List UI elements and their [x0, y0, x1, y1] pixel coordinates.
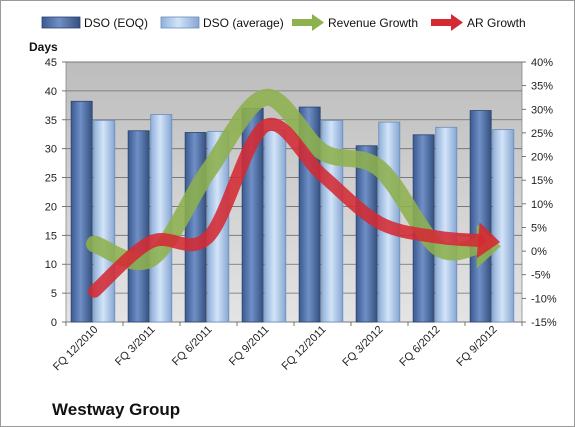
legend-label-revenue-growth: Revenue Growth — [328, 16, 418, 30]
x-tick-label: FQ 12/2010 — [51, 324, 101, 374]
right-tick-label: 5% — [531, 222, 547, 234]
left-tick-label: 40 — [45, 86, 57, 98]
line-ar-growth — [88, 117, 485, 298]
legend-label-ar-growth: AR Growth — [467, 16, 526, 30]
bars — [70, 100, 515, 323]
x-tick-label: FQ 9/2011 — [227, 324, 272, 369]
right-tick-label: 0% — [531, 246, 547, 258]
x-tick-label: FQ 9/2012 — [454, 324, 499, 369]
bar-dso-eoq — [355, 145, 378, 323]
bar-dso-eoq — [70, 100, 93, 323]
x-tick-label: FQ 3/2012 — [340, 324, 385, 369]
right-tick-label: 30% — [531, 104, 553, 116]
left-tick-label: 25 — [45, 173, 57, 185]
x-axis-ticks: FQ 12/2010 FQ 3/2011 FQ 6/2011 FQ 9/2011 FQ … — [51, 322, 523, 374]
legend-item-ar-growth: AR Growth — [431, 14, 526, 31]
y-axis-title: Days — [29, 40, 58, 54]
legend-swatch-dso-average — [160, 16, 200, 29]
bar-dso-average — [150, 114, 173, 323]
left-tick-label: 35 — [45, 115, 57, 127]
company-caption: Westway Group — [52, 400, 180, 419]
right-tick-label: 20% — [531, 152, 553, 164]
right-tick-label: 10% — [531, 199, 553, 211]
x-tick-label: FQ 6/2011 — [170, 324, 215, 369]
legend-arrow-revenue-growth — [292, 14, 324, 31]
right-tick-label: 40% — [531, 57, 553, 69]
x-tick-label: FQ 6/2012 — [397, 324, 442, 369]
right-tick-label: -10% — [531, 293, 557, 305]
bar-dso-average — [435, 126, 458, 323]
legend-item-revenue-growth: Revenue Growth — [292, 14, 418, 31]
left-tick-label: 0 — [51, 317, 57, 329]
legend-label-dso-eoq: DSO (EOQ) — [84, 16, 148, 30]
legend-item-dso-eoq: DSO (EOQ) — [41, 16, 148, 30]
right-tick-label: -15% — [531, 317, 557, 329]
bar-dso-eoq — [469, 110, 492, 323]
legend-label-dso-average: DSO (average) — [203, 16, 284, 30]
bar-dso-eoq — [184, 132, 207, 323]
growth-lines — [86, 88, 501, 298]
legend-arrow-ar-growth — [431, 14, 463, 31]
left-tick-label: 45 — [45, 57, 57, 69]
right-tick-label: 35% — [531, 81, 553, 93]
x-tick-label: FQ 3/2011 — [113, 324, 158, 369]
left-axis-ticks: 0 5 10 15 20 25 30 35 40 45 — [45, 57, 66, 329]
x-tick-label: FQ 12/2011 — [280, 324, 329, 373]
right-tick-label: -5% — [531, 270, 551, 282]
bar-dso-average — [264, 129, 287, 323]
bar-dso-eoq — [127, 130, 150, 323]
right-tick-label: 15% — [531, 175, 553, 187]
left-tick-label: 20 — [45, 201, 57, 213]
left-tick-label: 15 — [45, 230, 57, 242]
right-axis-ticks: -15% -10% -5% 0% 5% 10% 15% 20% 25% 30% 35% 40% — [522, 57, 557, 329]
left-tick-label: 30 — [45, 144, 57, 156]
legend-swatch-dso-eoq — [41, 16, 81, 29]
right-tick-label: 25% — [531, 128, 553, 140]
arrowhead-ar-growth — [476, 222, 501, 259]
bar-dso-average — [492, 129, 515, 323]
legend-item-dso-average: DSO (average) — [160, 16, 284, 30]
legend: DSO (EOQ) DSO (average) Revenue Growth A… — [41, 14, 526, 31]
left-tick-label: 10 — [45, 259, 57, 271]
left-tick-label: 5 — [51, 288, 57, 300]
